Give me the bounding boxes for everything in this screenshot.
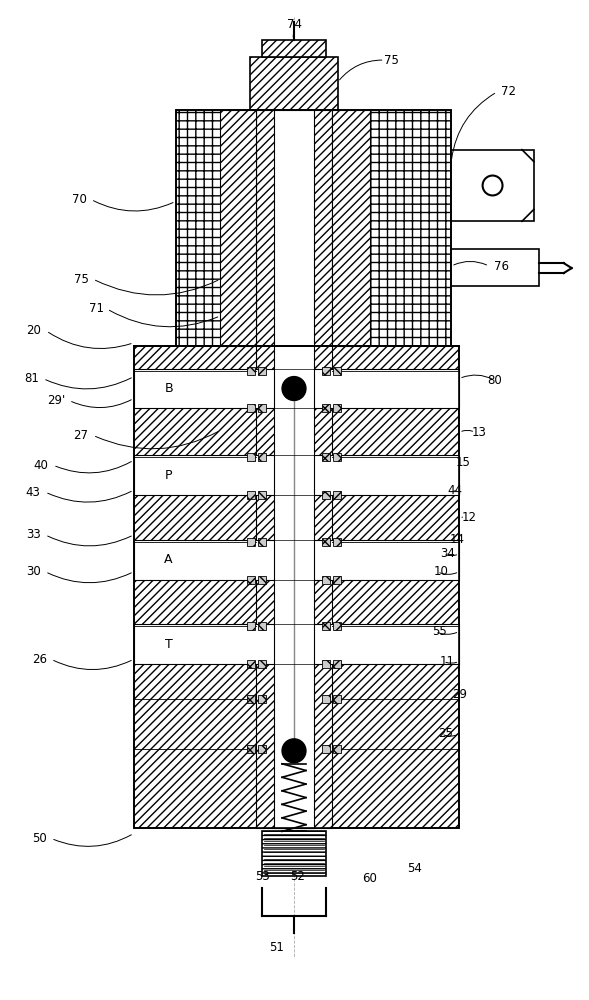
Bar [333,622,341,630]
Bar [134,346,459,828]
Bar [258,491,266,499]
Text: T: T [165,638,173,651]
Bar [134,369,459,408]
Bar [247,453,255,461]
Bar [220,110,256,346]
Text: 75: 75 [384,54,399,67]
Bar [247,695,255,703]
Bar [451,249,539,286]
Bar [134,624,459,664]
Text: P: P [165,469,173,482]
Bar [258,745,266,753]
Bar [176,110,451,346]
Circle shape [282,377,306,400]
Bar [247,745,255,753]
Text: 74: 74 [287,18,303,31]
Bar [322,538,330,546]
Bar [333,404,341,412]
Text: 50: 50 [32,832,47,845]
Bar [247,622,255,630]
Bar [322,660,330,668]
Text: 80: 80 [488,374,502,387]
Text: 27: 27 [74,429,88,442]
Bar [134,455,459,495]
Bar [333,453,341,461]
Text: 12: 12 [462,511,477,524]
Text: 10: 10 [434,565,449,578]
Text: 26: 26 [32,653,47,666]
Bar [451,150,534,221]
Bar [322,745,330,753]
Bar [258,453,266,461]
Bar [247,404,255,412]
Text: 43: 43 [26,486,41,499]
Bar [258,576,266,584]
Text: 29: 29 [452,688,466,701]
Text: 71: 71 [90,302,104,315]
Text: 33: 33 [26,528,41,541]
Bar [258,404,266,412]
Text: 15: 15 [456,456,471,469]
Text: 54: 54 [407,862,422,875]
Text: 51: 51 [269,941,283,954]
Bar [262,40,326,57]
Bar [333,576,341,584]
Bar [322,622,330,630]
Bar [247,538,255,546]
Bar [332,110,370,346]
Text: 52: 52 [290,870,306,883]
Text: A: A [164,553,173,566]
Text: 30: 30 [26,565,41,578]
Bar [258,538,266,546]
Bar [322,367,330,375]
Text: 25: 25 [438,727,453,740]
Bar [247,576,255,584]
Bar [333,538,341,546]
Text: 14: 14 [450,533,465,546]
Text: 44: 44 [448,484,463,497]
Bar [134,346,459,828]
Bar [322,404,330,412]
Bar [322,695,330,703]
Text: 40: 40 [34,459,49,472]
Bar [256,110,332,828]
Bar [333,491,341,499]
Text: 11: 11 [440,655,455,668]
Bar [322,576,330,584]
Text: 60: 60 [362,872,377,885]
Text: 29': 29' [47,394,65,407]
Circle shape [282,739,306,763]
Text: 75: 75 [74,273,88,286]
Text: 53: 53 [255,870,270,883]
Text: 55: 55 [432,625,446,638]
Text: 72: 72 [501,85,517,98]
Bar [322,491,330,499]
Text: 20: 20 [26,324,41,337]
Bar [322,453,330,461]
Text: 81: 81 [24,372,39,385]
Text: 13: 13 [472,426,487,439]
Bar [333,660,341,668]
Bar [258,622,266,630]
Bar [258,367,266,375]
Bar [333,367,341,375]
Text: 70: 70 [72,193,87,206]
Text: 76: 76 [494,260,508,273]
Bar [250,57,338,110]
Bar [258,660,266,668]
Bar [333,745,341,753]
Text: B: B [164,382,173,395]
Bar [333,695,341,703]
Text: 34: 34 [440,547,455,560]
Bar [258,695,266,703]
Bar [274,110,314,828]
Bar [262,831,326,876]
Bar [247,491,255,499]
Bar [176,110,451,346]
Bar [247,660,255,668]
Bar [134,540,459,580]
Bar [247,367,255,375]
